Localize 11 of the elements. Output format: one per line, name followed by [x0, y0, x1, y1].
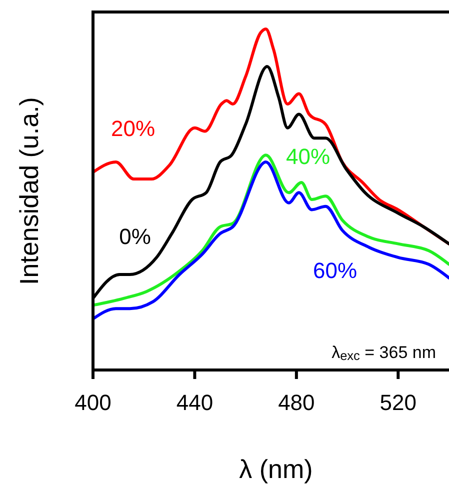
y-axis-title: Intensidad (u.a.) [14, 97, 44, 285]
series-label: 40% [286, 144, 330, 169]
series-label: 20% [110, 116, 156, 141]
annotation: λ$_{exc}$ = 365 nm [332, 343, 436, 363]
series-label: 60% [312, 258, 358, 283]
x-tick-label: 440 [176, 390, 214, 415]
x-tick-label: 400 [74, 390, 112, 415]
x-axis-title: λ (nm) [239, 454, 313, 484]
series-label: 0% [119, 224, 151, 249]
x-tick-label: 520 [380, 390, 416, 415]
x-tick-label: 480 [278, 390, 315, 415]
